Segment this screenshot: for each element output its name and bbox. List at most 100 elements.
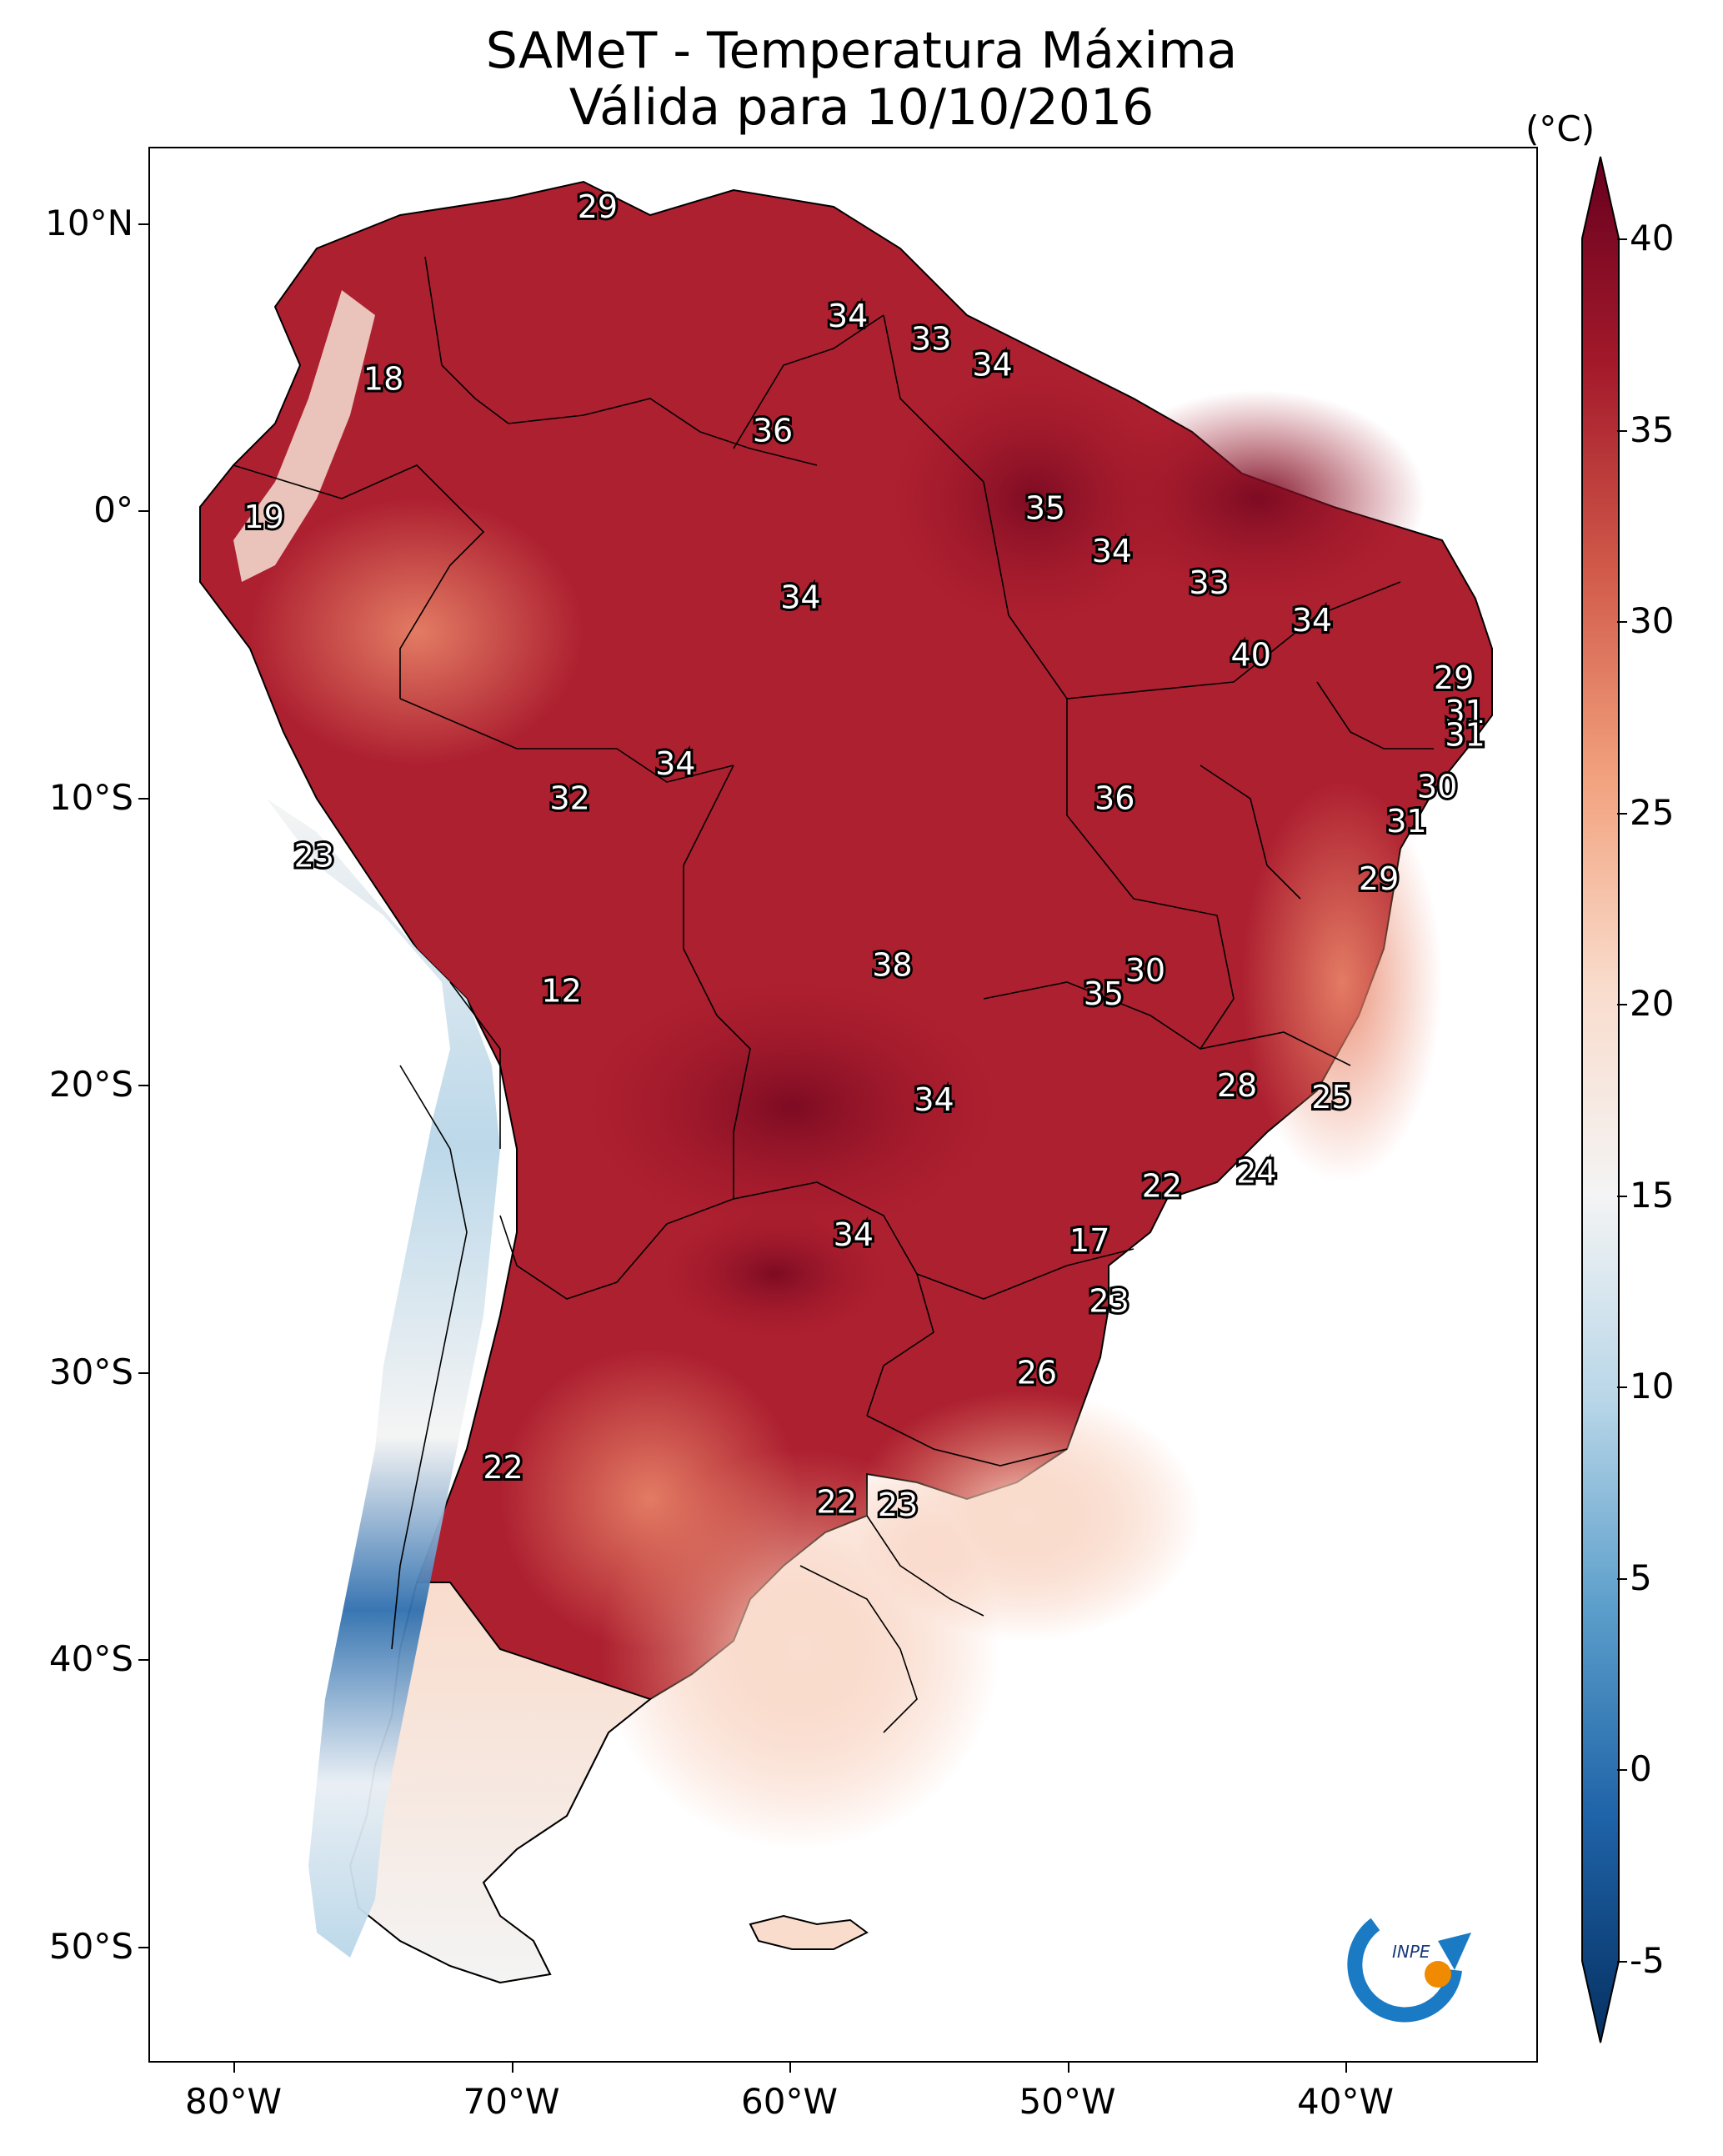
hotspot-northeast <box>1092 390 1425 607</box>
temperature-label: 34 <box>914 1081 954 1118</box>
latitude-tick-label: 10°S <box>48 776 133 818</box>
temperature-label: 35 <box>1025 490 1065 527</box>
hotspot-north <box>884 365 1184 632</box>
latitude-tick-label: 20°S <box>48 1064 133 1106</box>
temperature-label: 30 <box>1417 769 1457 805</box>
latitude-tick-label: 0° <box>93 489 133 531</box>
temperature-label: 36 <box>753 413 793 449</box>
map-panel[interactable]: INPE 29 34 33 34 18 36 35 19 34 33 34 34 40 29 31 31 34 3… <box>148 147 1538 2063</box>
longitude-tick-mark <box>233 2063 236 2073</box>
temperature-label: 29 <box>1434 659 1474 696</box>
warm-argentina <box>500 1349 800 1649</box>
latitude-tick-mark <box>138 1659 148 1662</box>
longitude-tick-label: 80°W <box>185 2081 283 2122</box>
colorbar-tick-label: 15 <box>1630 1174 1675 1216</box>
temperature-label: 34 <box>1092 533 1132 569</box>
latitude-tick-mark <box>138 1085 148 1087</box>
inpe-logo: INPE <box>1347 1918 1471 2023</box>
colorbar-tick-mark <box>1617 238 1627 240</box>
longitude-tick-label: 60°W <box>741 2081 839 2122</box>
colorbar-tick-mark <box>1617 812 1627 815</box>
hotspot-chaco <box>659 1207 892 1341</box>
temperature-label: 23 <box>1089 1282 1129 1319</box>
temperature-label: 35 <box>1084 975 1124 1012</box>
colorbar-tick-label: 40 <box>1630 218 1675 258</box>
temperature-label: 29 <box>1359 860 1399 897</box>
latitude-tick-mark <box>138 223 148 225</box>
temperature-label: 31 <box>1445 694 1485 730</box>
country-borders <box>233 256 1434 1733</box>
colorbar-tick-label: 35 <box>1630 409 1675 450</box>
colorbar-tick-mark <box>1617 1386 1627 1389</box>
longitude-tick-mark <box>1067 2063 1069 2073</box>
inpe-logo-text: INPE <box>1392 1942 1430 1962</box>
temperature-label: 30 <box>1125 952 1165 989</box>
andes-cold-strip <box>267 799 500 1958</box>
colorbar-tick-mark <box>1617 1961 1627 1963</box>
longitude-tick-label: 50°W <box>1019 2081 1116 2122</box>
temperature-label: 19 <box>244 499 284 535</box>
temperature-label: 32 <box>549 780 589 817</box>
hotspot-central <box>575 974 1009 1241</box>
temperature-label: 31 <box>1386 803 1426 840</box>
north-andes-ridge <box>233 290 375 582</box>
map-title: SAMeT - Temperatura Máxima <box>485 22 1238 80</box>
colorbar-tick-mark <box>1617 1577 1627 1580</box>
temperature-label: 34 <box>780 579 820 615</box>
temperature-label: 34 <box>655 745 695 782</box>
temperature-label: 40 <box>1231 636 1271 673</box>
colorbar-tick-label: 20 <box>1630 983 1675 1025</box>
latitude-tick-mark <box>138 1946 148 1948</box>
latitude-tick-label: 30°S <box>48 1351 133 1392</box>
colorbar-body <box>1581 156 1620 2043</box>
temperature-label: 34 <box>972 346 1012 383</box>
latitude-tick-label: 40°S <box>48 1638 133 1680</box>
map-subtitle: Válida para 10/10/2016 <box>568 78 1155 137</box>
longitude-tick-label: 70°W <box>463 2081 560 2122</box>
colorbar-tick-label: 10 <box>1630 1366 1675 1407</box>
latitude-tick-label: 50°S <box>48 1925 133 1967</box>
colorbar-tick-label: 30 <box>1630 600 1675 642</box>
warm-west-amazon <box>250 499 584 765</box>
temperature-label: 31 <box>1445 717 1485 754</box>
colorbar-tick-mark <box>1617 1769 1627 1772</box>
temperature-label: 33 <box>1189 564 1229 601</box>
temperature-label: 38 <box>872 946 912 983</box>
latitude-tick-mark <box>138 797 148 800</box>
temperature-label: 36 <box>1094 780 1134 817</box>
temperature-label: 22 <box>817 1484 857 1521</box>
colorbar-tick-label: 25 <box>1630 791 1675 833</box>
longitude-tick-mark <box>511 2063 513 2073</box>
colorbar-tick-label: 0 <box>1630 1748 1652 1790</box>
latitude-tick-label: 10°N <box>45 202 133 243</box>
temperature-label: 23 <box>294 837 334 874</box>
colorbar-tick-mark <box>1617 1004 1627 1006</box>
latitude-tick-mark <box>138 510 148 513</box>
longitude-tick-label: 40°W <box>1297 2081 1395 2122</box>
colorbar-unit: (°C) <box>1525 108 1595 149</box>
temperature-label: 34 <box>828 298 868 334</box>
temperature-label: 28 <box>1217 1067 1257 1104</box>
colorbar-tick-mark <box>1617 621 1627 624</box>
colorbar-tick-label: 5 <box>1630 1557 1652 1598</box>
temperature-label: 25 <box>1311 1079 1351 1116</box>
longitude-tick-mark <box>789 2063 792 2073</box>
temperature-label: 17 <box>1069 1222 1109 1259</box>
temperature-label: 22 <box>483 1449 523 1486</box>
temperature-label: 34 <box>1292 602 1332 639</box>
temperature-label: 12 <box>541 972 581 1009</box>
temperature-label: 26 <box>1017 1355 1057 1391</box>
falkland-islands <box>749 1914 869 1950</box>
temperature-label: 18 <box>363 361 403 398</box>
colorbar-tick-mark <box>1617 429 1627 432</box>
temperature-label: 22 <box>1142 1168 1182 1205</box>
warm-atlantic-coast <box>1242 782 1442 1182</box>
colorbar-tick-mark <box>1617 1195 1627 1197</box>
temperature-label: 34 <box>834 1216 874 1253</box>
temperature-map[interactable]: INPE 29343334183635193433343440293131343… <box>150 148 1536 2061</box>
colorbar <box>1581 156 1620 2043</box>
temperature-label: 24 <box>1236 1153 1276 1190</box>
temperature-label: 23 <box>878 1487 918 1523</box>
longitude-tick-mark <box>1345 2063 1348 2073</box>
